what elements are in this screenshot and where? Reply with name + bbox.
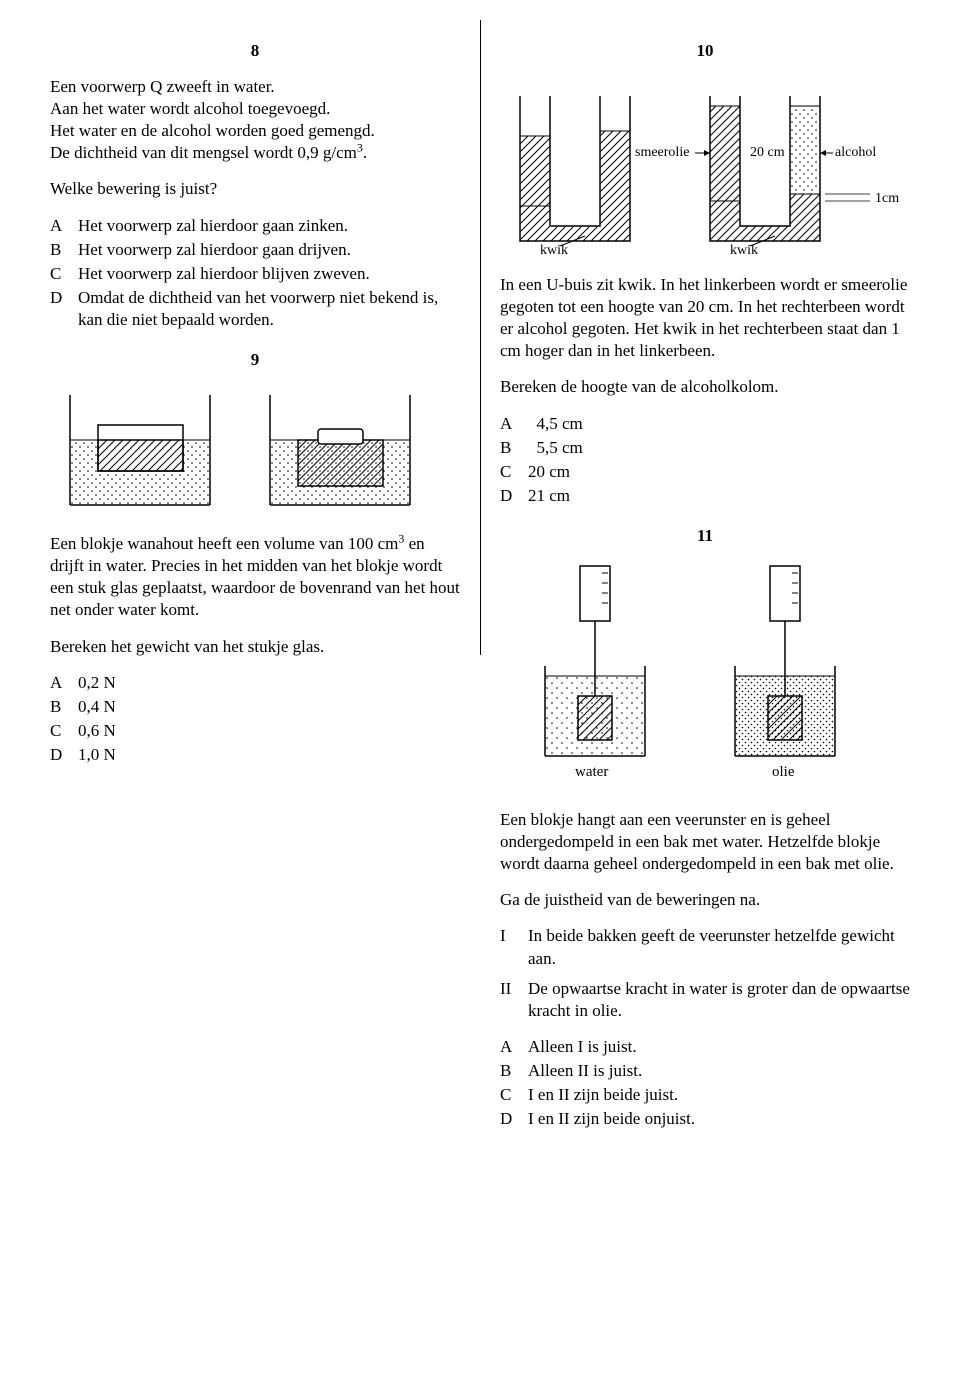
choice-text: 5,5 cm (528, 437, 910, 459)
choice-letter: B (500, 437, 518, 459)
roman: I (500, 925, 520, 969)
q9-choice: D 1,0 N (50, 744, 460, 766)
q8-para1: Een voorwerp Q zweeft in water. Aan het … (50, 76, 460, 164)
q11-svg: water olie (500, 561, 880, 791)
q10-choice: B 5,5 cm (500, 437, 910, 459)
q8-para1-tail: . (363, 143, 367, 162)
smeerolie-label: smeerolie (635, 145, 689, 160)
water-label: water (575, 764, 608, 780)
q11-para2: Ga de juistheid van de beweringen na. (500, 889, 910, 911)
q8-para2: Welke bewering is juist? (50, 178, 460, 200)
choice-letter: B (50, 239, 68, 261)
choice-letter: B (50, 696, 68, 718)
choice-letter: C (50, 263, 68, 285)
q9-choice: B 0,4 N (50, 696, 460, 718)
q10-number: 10 (500, 40, 910, 62)
choice-letter: D (50, 287, 68, 331)
q11-choice: B Alleen II is juist. (500, 1060, 910, 1082)
choice-letter: C (50, 720, 68, 742)
q11-number: 11 (500, 525, 910, 547)
choice-letter: C (500, 461, 518, 483)
q9-choice: A 0,2 N (50, 672, 460, 694)
q11-choice: A Alleen I is juist. (500, 1036, 910, 1058)
choice-text: 0,4 N (78, 696, 460, 718)
choice-text: 21 cm (528, 485, 910, 507)
q10-para2: Bereken de hoogte van de alcoholkolom. (500, 376, 910, 398)
q10-svg: kwik (500, 76, 920, 256)
q11-choices: A Alleen I is juist. B Alleen II is juist.… (500, 1036, 910, 1130)
choice-letter: B (500, 1060, 518, 1082)
statement-text: De opwaartse kracht in water is groter d… (528, 978, 910, 1022)
choice-letter: D (500, 485, 518, 507)
q11-statement: IIn beide bakken geeft de veerunster het… (500, 925, 910, 969)
q11-choice: C I en II zijn beide juist. (500, 1084, 910, 1106)
choice-text: 1,0 N (78, 744, 460, 766)
olie-label: olie (772, 764, 795, 780)
q11-para1: Een blokje hangt aan een veerunster en i… (500, 809, 910, 875)
q8-choice: DOmdat de dichtheid van het voorwerp nie… (50, 287, 460, 331)
choice-letter: A (500, 1036, 518, 1058)
choice-letter: A (50, 672, 68, 694)
q10-choice: D 21 cm (500, 485, 910, 507)
choice-text: I en II zijn beide onjuist. (528, 1108, 910, 1130)
one-cm-label: 1cm (875, 191, 899, 206)
choice-text: 4,5 cm (528, 413, 910, 435)
q8-choice: C Het voorwerp zal hierdoor blijven zweve… (50, 263, 460, 285)
q8-number: 8 (50, 40, 460, 62)
q10-figure: kwik (500, 76, 910, 256)
q9-choices: A 0,2 N B 0,4 N C 0,6 N D 1,0 N (50, 672, 460, 766)
right-column: 10 (500, 40, 910, 1148)
choice-text: Alleen II is juist. (528, 1060, 910, 1082)
q9-para1a: Een blokje wanahout heeft een volume van… (50, 534, 398, 553)
q9-choice: C 0,6 N (50, 720, 460, 742)
q8-para1-text: Een voorwerp Q zweeft in water. Aan het … (50, 77, 375, 162)
q10-choice: C 20 cm (500, 461, 910, 483)
choice-text: Alleen I is juist. (528, 1036, 910, 1058)
choice-letter: D (50, 744, 68, 766)
statement-text: In beide bakken geeft de veerunster hetz… (528, 925, 910, 969)
q8-choices: AHet voorwerp zal hierdoor gaan zinken. … (50, 215, 460, 331)
choice-letter: C (500, 1084, 518, 1106)
choice-text: Het voorwerp zal hierdoor gaan zinken. (78, 215, 460, 237)
choice-text: 0,6 N (78, 720, 460, 742)
alcohol-label: alcohol (835, 145, 876, 160)
choice-letter: A (500, 413, 518, 435)
q11-choice: D I en II zijn beide onjuist. (500, 1108, 910, 1130)
q9-svg (50, 385, 430, 515)
choice-text: 0,2 N (78, 672, 460, 694)
page: 8 Een voorwerp Q zweeft in water. Aan he… (50, 40, 910, 1148)
q11-figure: water olie (500, 561, 910, 791)
q10-para1: In een U-buis zit kwik. In het linkerbee… (500, 274, 910, 362)
q8-choice: A Het voorwerp zal hierdoor gaan zinken. (50, 215, 460, 237)
q10-choices: A 4,5 cm B 5,5 cm C 20 cm D 21 cm (500, 413, 910, 507)
q11-statements: IIn beide bakken geeft de veerunster het… (500, 925, 910, 1021)
choice-text: 20 cm (528, 461, 910, 483)
q9-figure (50, 385, 460, 515)
choice-text: I en II zijn beide juist. (528, 1084, 910, 1106)
left-column: 8 Een voorwerp Q zweeft in water. Aan he… (50, 40, 460, 1148)
column-divider (480, 20, 481, 655)
twenty-label: 20 cm (750, 145, 785, 160)
q11-statement: IIDe opwaartse kracht in water is groter… (500, 978, 910, 1022)
choice-text: Omdat de dichtheid van het voorwerp niet… (78, 287, 460, 331)
q9-para1: Een blokje wanahout heeft een volume van… (50, 533, 460, 621)
choice-text: Het voorwerp zal hierdoor gaan drijven. (78, 239, 460, 261)
choice-letter: D (500, 1108, 518, 1130)
choice-letter: A (50, 215, 68, 237)
roman: II (500, 978, 520, 1022)
q9-para2: Bereken het gewicht van het stukje glas. (50, 636, 460, 658)
choice-text: Het voorwerp zal hierdoor blijven zweven… (78, 263, 460, 285)
q9-number: 9 (50, 349, 460, 371)
q10-choice: A 4,5 cm (500, 413, 910, 435)
q8-choice: B Het voorwerp zal hierdoor gaan drijven. (50, 239, 460, 261)
